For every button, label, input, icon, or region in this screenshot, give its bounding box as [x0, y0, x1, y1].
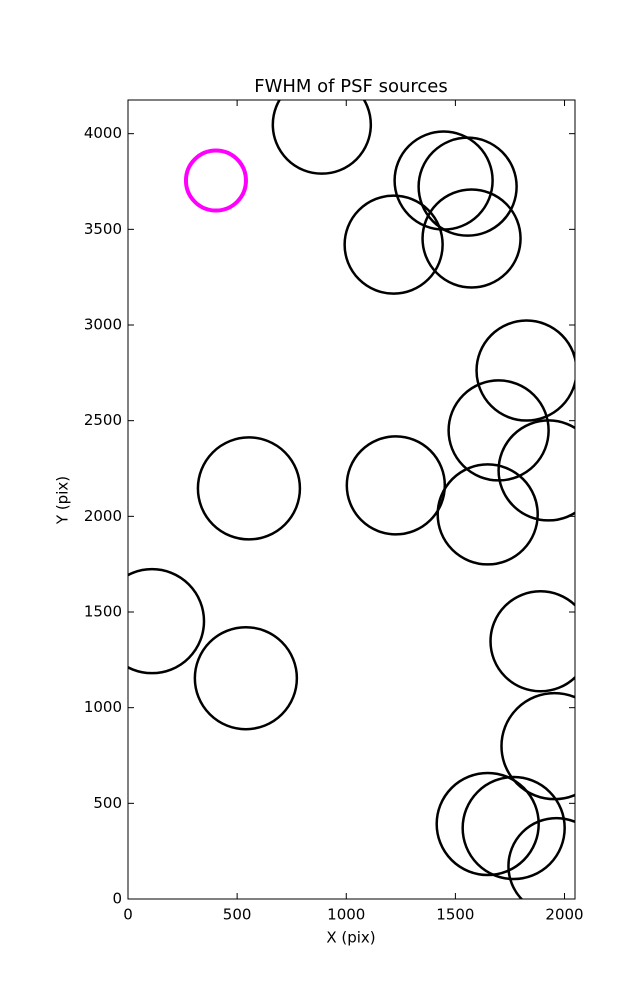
source-circle: [196, 436, 302, 541]
chart-title: FWHM of PSF sources: [254, 76, 448, 97]
x-tick-label: 500: [223, 906, 252, 924]
source-circle: [475, 319, 575, 422]
y-tick-label: 1500: [84, 603, 122, 621]
source-circle: [489, 590, 575, 693]
source-circle: [436, 463, 539, 566]
axes-frame: [127, 99, 576, 900]
x-tick-label: 2000: [545, 906, 583, 924]
source-circle: [497, 419, 575, 522]
y-tick-label: 2000: [84, 507, 122, 525]
y-tick-label: 0: [112, 890, 122, 908]
x-tick-label: 1500: [436, 906, 474, 924]
y-tick-label: 3500: [84, 220, 122, 238]
x-tick-label: 1000: [327, 906, 365, 924]
y-tick-label: 1000: [84, 698, 122, 716]
y-tick-label: 500: [93, 794, 122, 812]
source-circle: [435, 771, 540, 877]
source-circle: [417, 136, 518, 237]
y-tick-label: 2500: [84, 411, 122, 429]
y-tick-label: 4000: [84, 124, 122, 142]
source-circle: [128, 567, 206, 675]
source-circle: [393, 130, 494, 231]
source-circle: [271, 100, 373, 175]
y-tick-label: 3000: [84, 316, 122, 334]
source-circle: [183, 148, 248, 213]
source-circle: [461, 775, 566, 881]
source-circle: [507, 816, 575, 899]
y-axis-label: Y (pix): [54, 476, 72, 525]
source-circle: [421, 188, 522, 289]
x-axis-label: X (pix): [326, 929, 375, 947]
source-circle: [343, 194, 444, 295]
x-tick-label: 0: [123, 906, 133, 924]
source-circle: [193, 625, 299, 731]
plot-area: [128, 100, 575, 899]
source-circle: [345, 435, 447, 536]
